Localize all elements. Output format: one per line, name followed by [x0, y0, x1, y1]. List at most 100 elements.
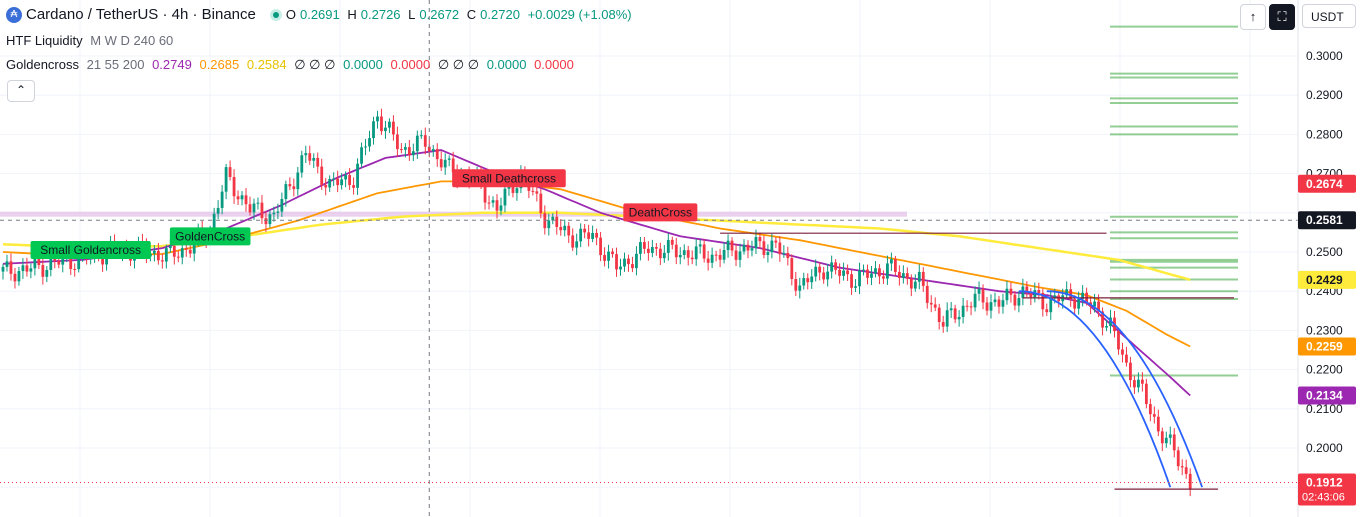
candle-body: [762, 241, 766, 255]
candle-body: [726, 240, 730, 251]
symbol-title[interactable]: Cardano / TetherUS · 4h · Binance: [26, 6, 256, 23]
candle-body: [870, 273, 873, 278]
goldencross-zero-4: 0.0000: [534, 57, 574, 72]
candle-body: [1144, 383, 1148, 405]
purple-label: 0.2134: [1306, 388, 1343, 402]
candle-body: [631, 264, 634, 269]
goldencross-params: 21 55 200: [86, 57, 145, 72]
candle-body: [77, 254, 81, 270]
candle-body: [264, 218, 268, 225]
candle-body: [9, 261, 13, 274]
candle-body: [300, 155, 304, 173]
candle-body: [862, 269, 865, 271]
candle-body: [822, 272, 826, 280]
candle-body: [949, 308, 953, 311]
candle-body: [623, 258, 626, 267]
goldencross-legend[interactable]: Goldencross 21 55 200 0.2749 0.2685 0.25…: [6, 57, 578, 73]
candle-body: [858, 270, 861, 287]
candle-body: [57, 260, 61, 265]
candle-body: [945, 310, 949, 327]
snapshot-button[interactable]: ⛶: [1269, 4, 1295, 30]
goldencross-zero-2: 0.0000: [390, 57, 431, 72]
candle-body: [21, 265, 25, 272]
candle-body: [168, 245, 172, 249]
candle-body: [1081, 292, 1085, 299]
candle-body: [1017, 298, 1021, 306]
currency-select[interactable]: USDT: [1302, 4, 1356, 28]
goldencross-value-2: 0.2685: [199, 57, 240, 72]
candle-body: [427, 146, 431, 152]
candle-body: [1049, 297, 1053, 313]
candle-body: [392, 121, 395, 135]
goldencross-empties-a: ∅ ∅ ∅: [294, 57, 336, 72]
htf-liquidity-params: M W D 240 60: [90, 33, 174, 48]
htf-liquidity-legend[interactable]: HTF Liquidity M W D 240 60: [6, 33, 177, 48]
candle-body: [1041, 293, 1045, 310]
goldencross-name: Goldencross: [6, 57, 79, 72]
candle-body: [866, 269, 869, 278]
candle-body: [758, 237, 762, 242]
candle-body: [192, 241, 196, 254]
candle-body: [101, 258, 104, 265]
candle-body: [718, 254, 722, 260]
candle-body: [256, 202, 260, 204]
candle-body: [368, 138, 371, 147]
candle-body: [882, 276, 885, 279]
candle-body: [627, 258, 630, 265]
candle-body: [702, 244, 706, 259]
candle-body: [37, 258, 41, 266]
candle-body: [487, 202, 491, 204]
candle-body: [260, 202, 264, 219]
candle-body: [396, 134, 399, 150]
annotation-box: [30, 241, 151, 260]
candle-body: [1140, 379, 1144, 384]
candle-body: [1045, 309, 1049, 313]
candle-body: [1180, 466, 1184, 468]
annotation-label: GoldenCross: [175, 229, 245, 243]
purple-label-box: [1298, 386, 1356, 405]
candle-body: [324, 185, 328, 188]
candle-body: [308, 153, 312, 161]
candle-body: [1156, 416, 1160, 432]
candle-body: [766, 252, 770, 255]
candle-body: [933, 304, 937, 308]
candle-body: [905, 273, 909, 279]
candle-body: [890, 259, 893, 264]
candle-body: [941, 322, 945, 327]
candle-body: [846, 270, 849, 275]
candle-body: [228, 167, 232, 178]
candle-body: [1073, 299, 1077, 309]
candle-body: [1093, 301, 1096, 307]
price-tick-label: 0.2900: [1306, 88, 1343, 102]
candle-body: [678, 254, 682, 258]
candle-body: [503, 188, 507, 206]
candle-body: [248, 204, 252, 213]
arrow-up-button[interactable]: ↑: [1240, 4, 1266, 30]
candle-body: [1037, 290, 1041, 294]
candle-body: [447, 158, 451, 160]
candle-body: [1172, 434, 1176, 451]
collapse-legend-button[interactable]: ⌃: [7, 80, 35, 102]
crosshair-label: 0.2581: [1306, 213, 1343, 227]
ma21-label-box: [1298, 337, 1356, 356]
candle-body: [384, 127, 387, 132]
candle-body: [17, 271, 21, 282]
candle-body: [1176, 450, 1180, 467]
candle-body: [176, 256, 180, 258]
candle-body: [778, 242, 782, 255]
annotation-label: Small Goldencross: [40, 243, 141, 257]
candle-body: [160, 260, 164, 262]
candle-body: [583, 228, 587, 233]
candle-body: [439, 159, 443, 168]
candle-body: [794, 279, 798, 291]
candle-body: [985, 302, 989, 311]
candle-body: [511, 184, 515, 193]
candle-body: [738, 251, 742, 260]
candle-body: [435, 149, 439, 160]
candle-body: [252, 203, 256, 213]
candle-body: [742, 244, 746, 252]
candle-body: [304, 153, 308, 156]
candle-body: [670, 239, 674, 245]
candle-body: [551, 216, 555, 221]
